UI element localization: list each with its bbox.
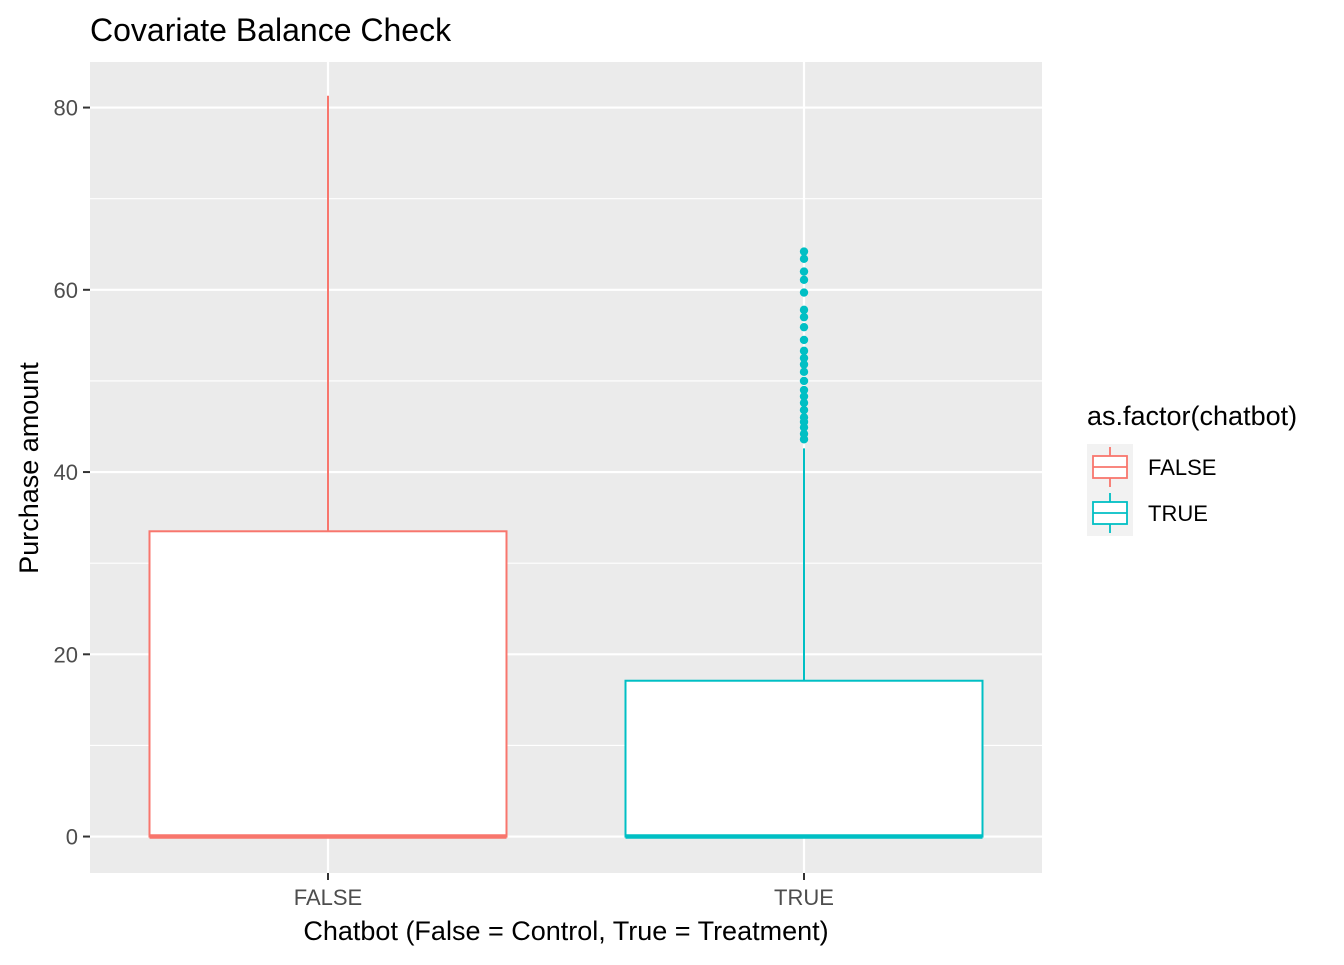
y-tick-label: 40 <box>54 460 78 485</box>
legend-title: as.factor(chatbot) <box>1087 401 1297 431</box>
x-axis-title: Chatbot (False = Control, True = Treatme… <box>303 916 828 946</box>
outlier-point <box>799 254 809 264</box>
outlier-point <box>799 346 809 356</box>
legend-item-true: TRUE <box>1087 490 1208 536</box>
outlier-point <box>799 275 809 284</box>
legend-label: FALSE <box>1148 455 1216 480</box>
y-axis-title: Purchase amount <box>14 362 44 574</box>
y-tick-label: 20 <box>54 642 78 667</box>
boxplot-false <box>148 95 508 839</box>
outlier-point <box>799 335 809 345</box>
outlier-point <box>799 413 809 422</box>
box <box>148 530 508 838</box>
outlier-point <box>799 353 809 363</box>
outlier-point <box>799 305 809 315</box>
y-tick-label: 0 <box>66 825 78 850</box>
y-tick-label: 80 <box>54 96 78 121</box>
legend-label: TRUE <box>1148 501 1208 526</box>
chart-title: Covariate Balance Check <box>90 12 452 48</box>
legend-item-false: FALSE <box>1087 444 1216 490</box>
outlier-point <box>799 405 809 415</box>
outlier-point <box>799 385 809 395</box>
outlier-point <box>799 376 809 386</box>
outlier-point <box>799 429 809 438</box>
x-tick-label: FALSE <box>294 885 362 910</box>
x-tick-label: TRUE <box>774 885 834 910</box>
outlier-point <box>799 267 809 276</box>
plot-panel <box>90 62 1042 873</box>
outlier-point <box>799 247 809 256</box>
outlier-point <box>799 367 809 377</box>
outlier-point <box>799 398 809 408</box>
outlier-point <box>799 322 809 332</box>
outlier-point <box>799 288 809 297</box>
outlier-point <box>799 392 809 401</box>
outlier-point <box>799 312 809 322</box>
box <box>624 679 984 838</box>
y-tick-label: 60 <box>54 278 78 303</box>
outlier-point <box>799 360 809 369</box>
boxplot-true <box>624 247 984 839</box>
